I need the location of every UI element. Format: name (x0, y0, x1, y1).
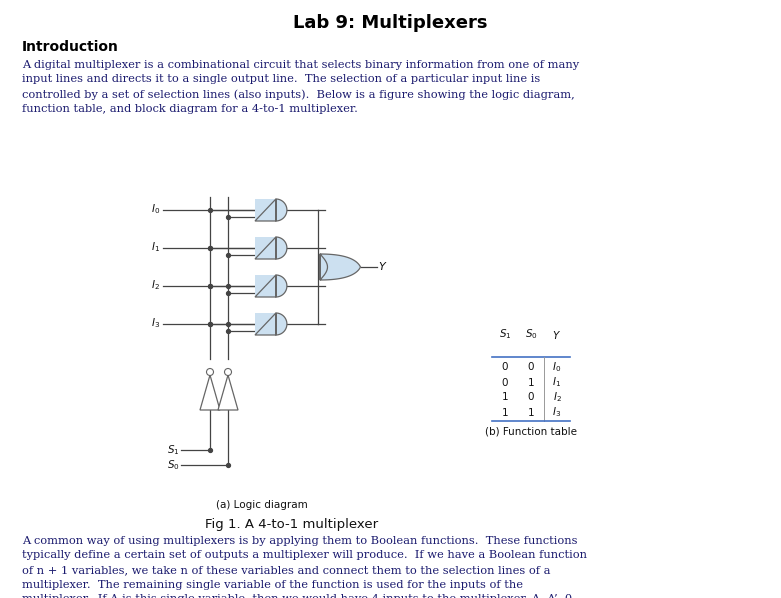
Text: A digital multiplexer is a combinational circuit that selects binary information: A digital multiplexer is a combinational… (22, 60, 580, 70)
Polygon shape (255, 313, 276, 335)
Text: input lines and directs it to a single output line.  The selection of a particul: input lines and directs it to a single o… (22, 75, 540, 84)
Text: typically define a certain set of outputs a multiplexer will produce.  If we hav: typically define a certain set of output… (22, 551, 587, 560)
Text: 0: 0 (501, 362, 508, 373)
Polygon shape (255, 199, 276, 221)
Text: function table, and block diagram for a 4-to-1 multiplexer.: function table, and block diagram for a … (22, 103, 358, 114)
Polygon shape (255, 199, 287, 221)
Text: multiplexer.  The remaining single variable of the function is used for the inpu: multiplexer. The remaining single variab… (22, 579, 523, 590)
Text: 0: 0 (528, 392, 534, 402)
Text: (b) Function table: (b) Function table (485, 427, 577, 437)
Text: Lab 9: Multiplexers: Lab 9: Multiplexers (293, 14, 487, 32)
Text: $S_1$: $S_1$ (499, 327, 512, 341)
Text: of n + 1 variables, we take n of these variables and connect them to the selecti: of n + 1 variables, we take n of these v… (22, 565, 551, 575)
Circle shape (224, 368, 231, 376)
Text: $S_1$: $S_1$ (167, 443, 180, 457)
Text: $I_0$: $I_0$ (151, 202, 160, 216)
Text: $I_2$: $I_2$ (151, 278, 160, 292)
Circle shape (206, 368, 213, 376)
Text: Fig 1. A 4-to-1 multiplexer: Fig 1. A 4-to-1 multiplexer (205, 518, 378, 531)
Text: $I_3$: $I_3$ (151, 316, 160, 330)
Polygon shape (320, 254, 361, 280)
Polygon shape (255, 237, 287, 259)
Text: 0: 0 (528, 362, 534, 373)
Polygon shape (255, 237, 276, 259)
Text: (a) Logic diagram: (a) Logic diagram (216, 500, 308, 510)
Text: 1: 1 (501, 407, 508, 417)
Text: Introduction: Introduction (22, 40, 119, 54)
Polygon shape (255, 275, 276, 297)
Text: multiplexer.  If A is this single variable, then we would have 4 inputs to the m: multiplexer. If A is this single variabl… (22, 594, 576, 598)
Polygon shape (255, 275, 287, 297)
Text: 1: 1 (528, 377, 534, 388)
Text: $Y$: $Y$ (379, 260, 388, 272)
Text: $I_1$: $I_1$ (552, 376, 562, 389)
Text: $I_1$: $I_1$ (151, 240, 160, 254)
Text: $Y$: $Y$ (552, 329, 562, 341)
Text: 1: 1 (528, 407, 534, 417)
Text: controlled by a set of selection lines (also inputs).  Below is a figure showing: controlled by a set of selection lines (… (22, 89, 575, 99)
Polygon shape (200, 375, 220, 410)
Text: $S_0$: $S_0$ (167, 458, 180, 472)
Text: 0: 0 (501, 377, 508, 388)
Text: $I_3$: $I_3$ (552, 405, 562, 419)
Polygon shape (218, 375, 238, 410)
Text: A common way of using multiplexers is by applying them to Boolean functions.  Th: A common way of using multiplexers is by… (22, 536, 577, 546)
Text: $I_2$: $I_2$ (552, 390, 562, 404)
Text: 1: 1 (501, 392, 508, 402)
Text: $S_0$: $S_0$ (525, 327, 537, 341)
Polygon shape (255, 313, 287, 335)
Text: $I_0$: $I_0$ (552, 361, 562, 374)
